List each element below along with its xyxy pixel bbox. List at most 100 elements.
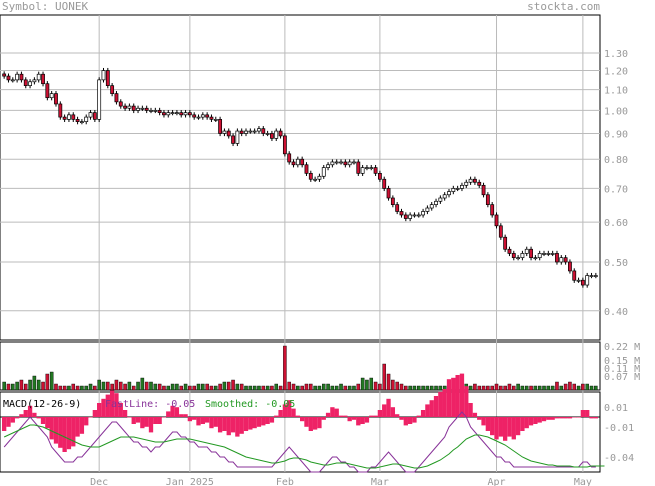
candle-body: [550, 253, 555, 255]
volume-bar: [417, 385, 421, 391]
candle-body: [455, 188, 460, 190]
candle-body: [403, 214, 408, 219]
candle-body: [110, 85, 115, 94]
volume-bar: [153, 383, 158, 391]
candle-body: [244, 130, 248, 134]
macd-histogram-bar: [40, 417, 46, 424]
macd-histogram-bar: [451, 377, 456, 417]
volume-bar: [321, 383, 326, 391]
volume-bar: [563, 383, 568, 391]
candle-body: [166, 112, 171, 116]
candle-body: [118, 101, 123, 107]
volume-bar: [11, 383, 15, 391]
macd-histogram-bar: [101, 398, 106, 417]
candle-body: [23, 79, 28, 86]
macd-histogram-bar: [364, 417, 370, 423]
candle-body: [127, 105, 132, 109]
candle-body: [343, 161, 348, 166]
candle-body: [32, 79, 37, 83]
candle-body: [205, 114, 210, 118]
candle-body: [386, 188, 391, 199]
volume-bar: [477, 385, 481, 391]
volume-bar: [339, 383, 343, 391]
volume-bar: [421, 385, 425, 391]
macd-histogram-bar: [230, 417, 236, 433]
volume-bar: [546, 385, 551, 391]
volume-bar: [248, 385, 253, 391]
volume-bar: [149, 381, 153, 391]
macd-histogram-bar: [58, 417, 63, 448]
macd-histogram-bar: [515, 417, 521, 436]
macd-histogram-bar: [209, 417, 214, 429]
volume-tick-label: 0.22 M: [604, 342, 640, 353]
fastline-legend: FastLine: -0.05: [105, 399, 195, 410]
candle-body: [213, 119, 218, 121]
macd-histogram-bar: [433, 396, 439, 417]
macd-histogram-bar: [520, 417, 525, 431]
candle-body: [248, 130, 253, 133]
macd-histogram-bar: [429, 400, 434, 417]
candle-body: [304, 164, 309, 174]
candle-body: [62, 116, 67, 120]
macd-histogram-bar: [312, 417, 318, 430]
candle-body: [179, 112, 184, 116]
macd-histogram-bar: [204, 417, 210, 423]
macd-histogram-bar: [192, 417, 197, 420]
volume-bar: [473, 383, 477, 391]
macd-histogram-bar: [377, 410, 383, 417]
volume-bar: [507, 383, 512, 391]
macd-histogram-bar: [585, 410, 590, 417]
macd-histogram-bar: [36, 417, 41, 419]
volume-bar: [231, 379, 235, 391]
volume-bar: [356, 383, 361, 391]
macd-histogram-bar: [589, 417, 594, 419]
macd-tick-label: -0.01: [604, 423, 634, 434]
volume-bar: [555, 381, 559, 391]
volume-bar: [503, 385, 507, 391]
volume-bar: [378, 383, 382, 391]
macd-histogram-bar: [502, 417, 508, 441]
macd-histogram-bar: [351, 417, 357, 420]
macd-tick-label: 0.01: [604, 403, 628, 414]
volume-bar: [75, 385, 80, 391]
volume-bar: [84, 385, 88, 391]
volume-bar: [594, 385, 598, 391]
macd-histogram-bar: [153, 417, 158, 424]
macd-histogram-bar: [455, 375, 460, 417]
volume-bar: [589, 385, 594, 391]
symbol-label: Symbol: UONEK: [2, 0, 89, 13]
macd-histogram-bar: [485, 417, 491, 431]
candle-body: [373, 167, 378, 174]
volume-bar: [15, 381, 19, 391]
macd-histogram-bar: [235, 417, 240, 437]
candle-body: [572, 270, 577, 281]
candle-body: [468, 178, 473, 183]
candle-body: [10, 79, 15, 82]
candle-body: [334, 161, 339, 164]
candle-body: [464, 181, 469, 186]
macd-histogram-bar: [131, 417, 136, 424]
brand-label[interactable]: stockta.com: [527, 0, 600, 13]
candle-body: [408, 214, 413, 219]
macd-histogram-bar: [386, 398, 391, 417]
volume-bar: [244, 385, 248, 391]
volume-bar: [214, 385, 218, 391]
candle-body: [2, 73, 7, 77]
candle-body: [481, 184, 486, 196]
volume-bar: [257, 385, 261, 391]
macd-histogram-bar: [174, 407, 180, 417]
volume-bar: [468, 385, 473, 391]
volume-bar: [568, 381, 572, 391]
volume-bar: [550, 385, 555, 391]
macd-histogram-bar: [140, 417, 145, 429]
candle-body: [136, 107, 140, 111]
macd-histogram-bar: [49, 417, 54, 440]
volume-panel: [2, 345, 598, 391]
volume-bar: [54, 383, 58, 391]
macd-histogram-bar: [222, 417, 227, 431]
macd-histogram-bar: [490, 417, 495, 436]
volume-bar: [80, 385, 84, 391]
smoothed-legend: Smoothed: -0.05: [205, 399, 295, 410]
volume-bar: [188, 385, 192, 391]
macd-histogram-bar: [274, 415, 279, 417]
